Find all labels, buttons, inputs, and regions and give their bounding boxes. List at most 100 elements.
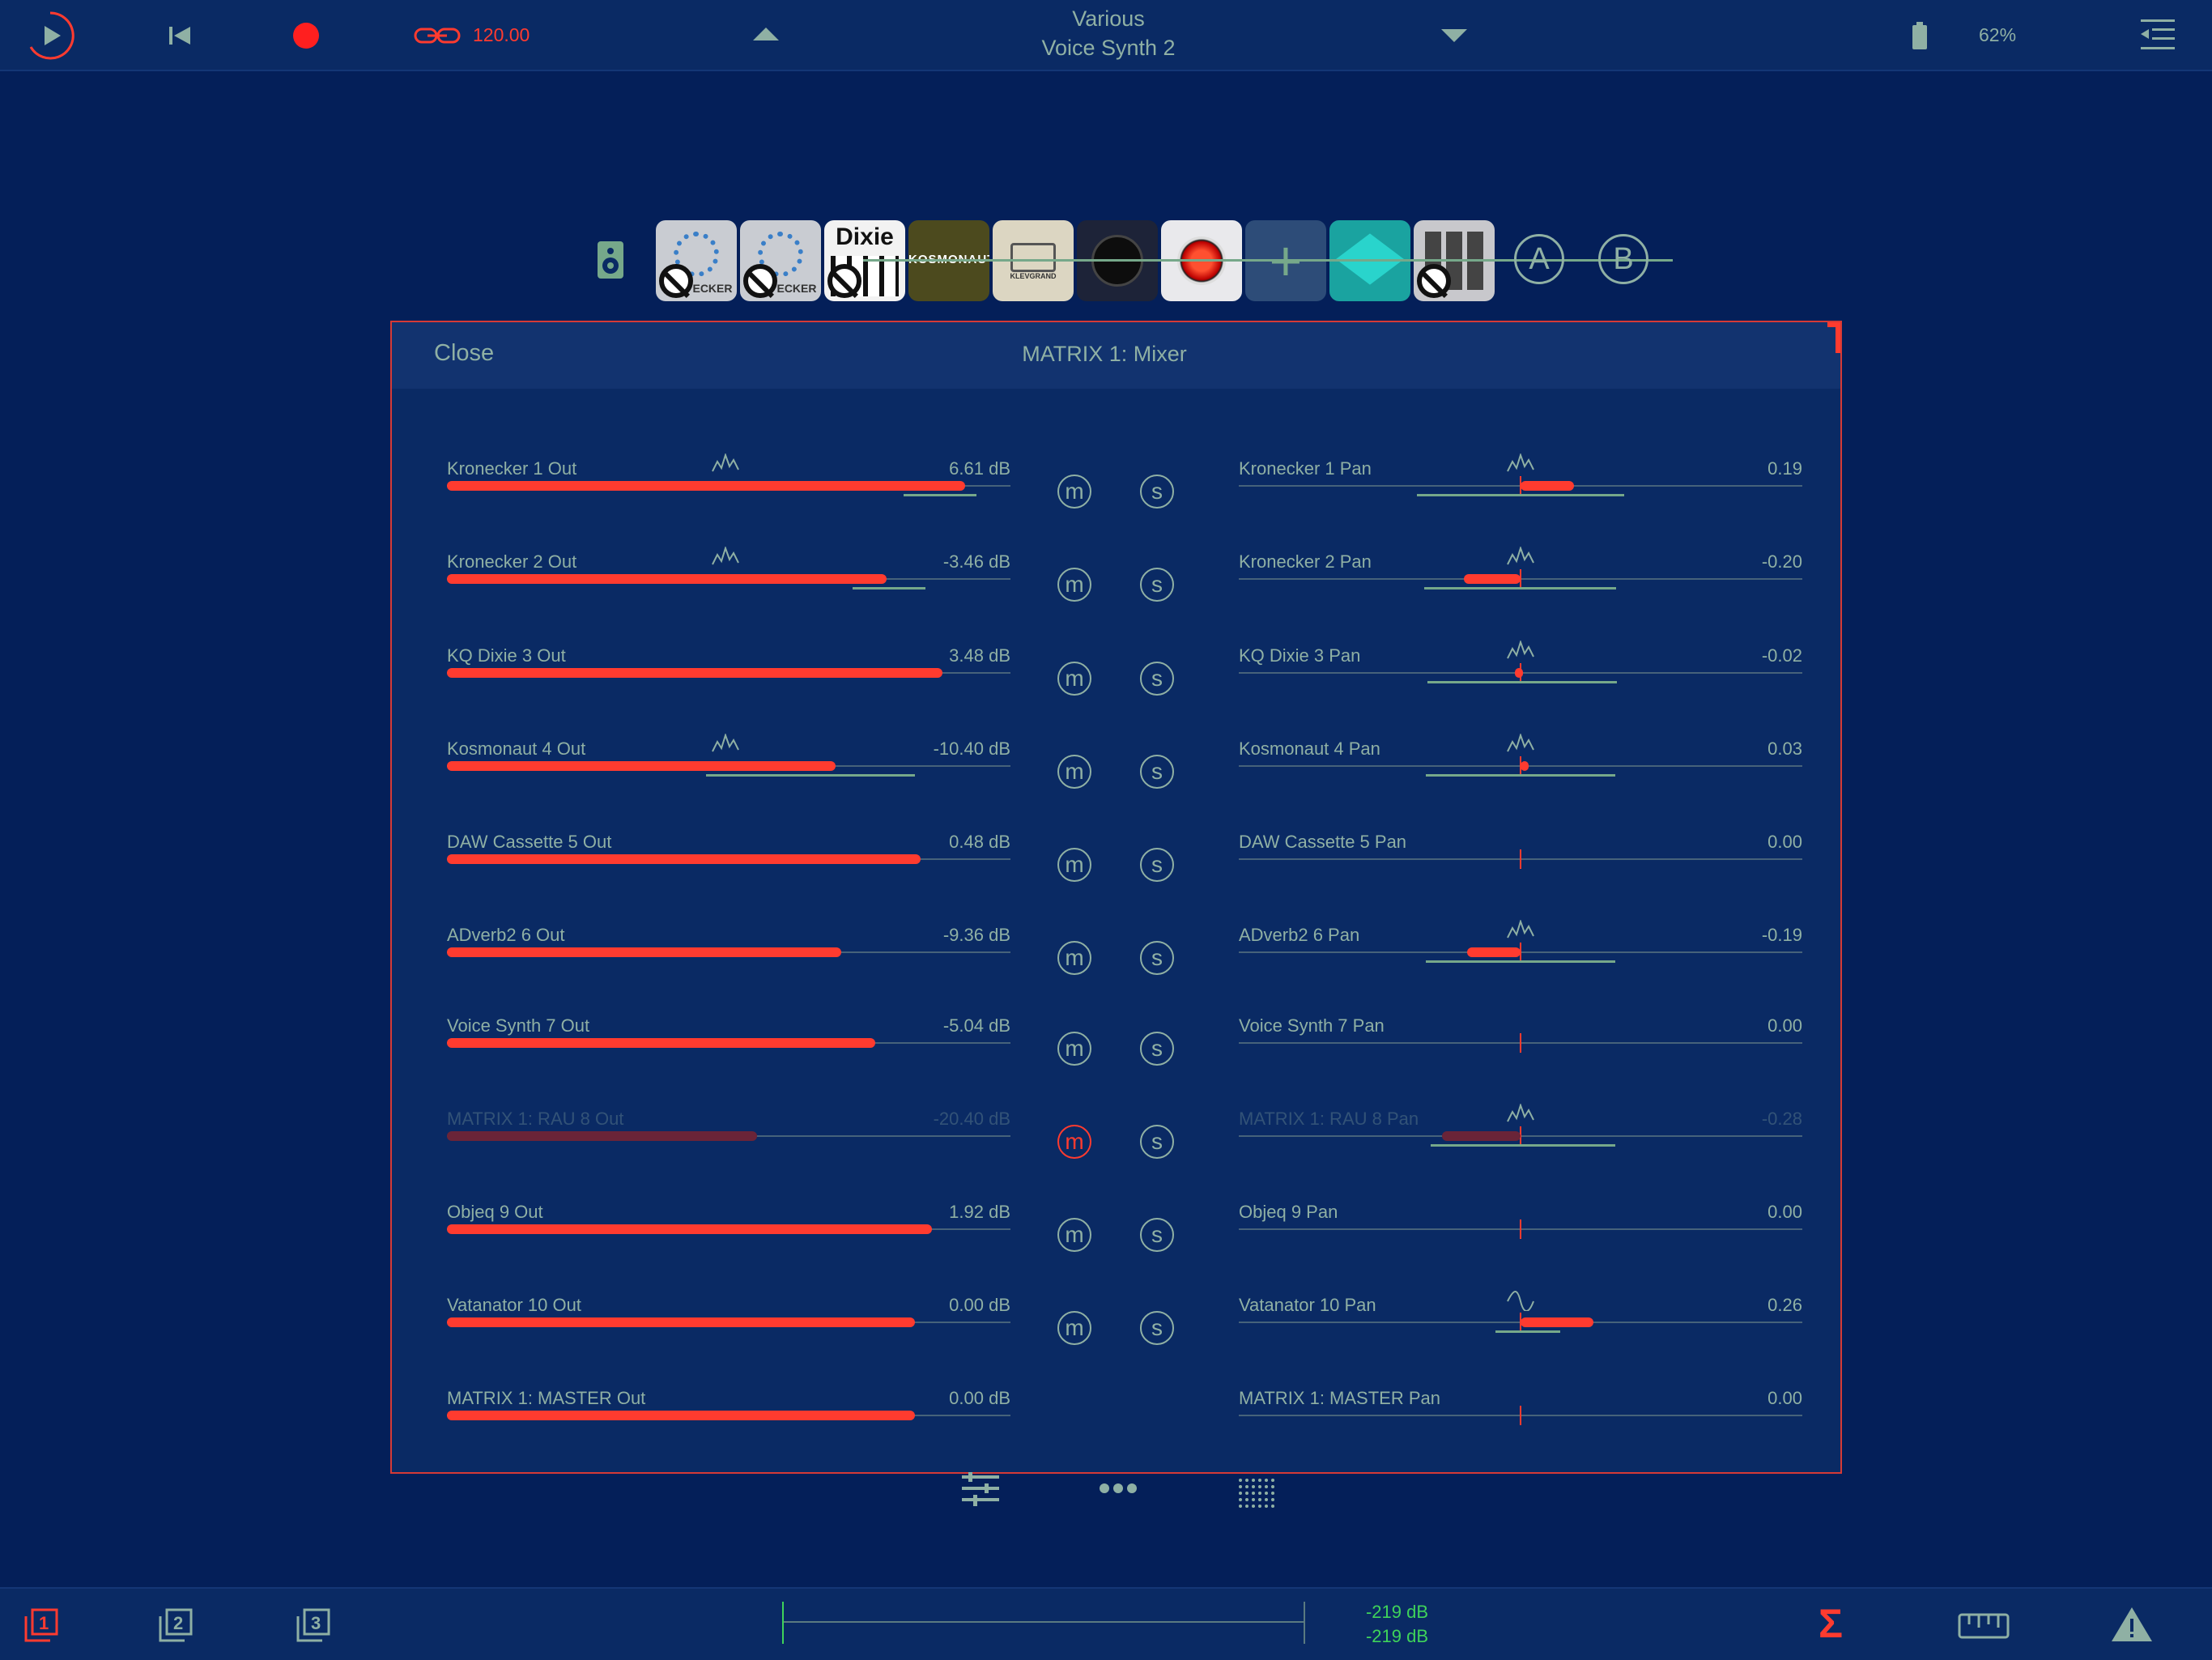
warning-button[interactable] [2110, 1605, 2154, 1644]
resize-corner-icon[interactable] [1827, 322, 1840, 353]
grid-view-button[interactable] [1237, 1477, 1276, 1513]
pan-slider[interactable] [1239, 1313, 1802, 1335]
audio-input-button[interactable] [596, 240, 628, 280]
mute-button[interactable]: m [1057, 848, 1091, 882]
scene-3-button[interactable]: 3 [293, 1605, 334, 1645]
warning-icon [2112, 1607, 2152, 1641]
solo-button[interactable]: s [1140, 1032, 1174, 1066]
scene-1-button[interactable]: 1 [21, 1605, 62, 1645]
pan-slider[interactable] [1239, 1406, 1802, 1428]
output-label: Kronecker 2 Out [447, 551, 577, 572]
pan-modulation-icon[interactable] [1506, 1290, 1535, 1311]
pan-slider[interactable] [1239, 1033, 1802, 1056]
modulation-range [1495, 1330, 1560, 1333]
output-level-slider[interactable] [447, 666, 1010, 686]
pan-label: MATRIX 1: RAU 8 Pan [1239, 1109, 1419, 1129]
ruler-button[interactable] [1958, 1611, 2010, 1641]
tempo-value[interactable]: 120.00 [473, 24, 530, 45]
pan-value: -0.19 [1761, 925, 1802, 945]
battery-icon [1912, 22, 1927, 49]
bottom-bar: 1 2 3 -219 dB -219 dB Σ [0, 1587, 2212, 1660]
pan-slider[interactable] [1239, 756, 1802, 779]
modulation-range [1426, 774, 1615, 777]
plugin-slot-kronecker[interactable]: ECKER [656, 220, 737, 301]
output-level-slider[interactable] [447, 1036, 1010, 1056]
pan-slider[interactable] [1239, 849, 1802, 872]
solo-button[interactable]: s [1140, 1125, 1174, 1159]
solo-button[interactable]: s [1140, 755, 1174, 789]
output-level-slider[interactable] [447, 946, 1010, 965]
play-button[interactable] [24, 10, 76, 62]
link-button[interactable] [411, 23, 463, 49]
previous-song-button[interactable] [750, 24, 782, 44]
scene-2-button[interactable]: 2 [155, 1605, 196, 1645]
panel-title: MATRIX 1: Mixer [1022, 342, 1187, 366]
mixer-view-button[interactable] [960, 1472, 1002, 1508]
solo-button[interactable]: s [1140, 848, 1174, 882]
grid-dot [1245, 1479, 1249, 1482]
wheel-icon [674, 232, 719, 277]
mute-button[interactable]: m [1057, 941, 1091, 975]
plugin-label: KLEVGRAND [1010, 272, 1057, 280]
mute-button[interactable]: m [1057, 568, 1091, 602]
song-name[interactable]: Voice Synth 2 [1041, 36, 1176, 60]
output-level-slider[interactable] [447, 572, 1010, 592]
rewind-button[interactable] [162, 19, 198, 52]
output-level-slider[interactable] [447, 1409, 1010, 1428]
output-level-slider[interactable] [447, 760, 1010, 779]
solo-button[interactable]: s [1140, 941, 1174, 975]
pan-modulation-icon[interactable] [1506, 1104, 1535, 1125]
pan-modulation-icon[interactable] [1506, 734, 1535, 755]
output-modulation-icon[interactable] [711, 453, 740, 475]
output-level-slider[interactable] [447, 479, 1010, 499]
mute-button[interactable]: m [1057, 1218, 1091, 1252]
pan-modulation-icon[interactable] [1506, 641, 1535, 662]
pan-modulation-icon[interactable] [1506, 547, 1535, 568]
pan-slider[interactable] [1239, 569, 1802, 592]
output-value: 6.61 dB [949, 458, 1010, 479]
mute-button[interactable]: m [1057, 755, 1091, 789]
mute-button[interactable]: m [1057, 1032, 1091, 1066]
mute-button[interactable]: m [1057, 1125, 1091, 1159]
pan-value: 0.00 [1767, 1015, 1802, 1036]
mixer-row-daw-cassette-5: DAW Cassette 5 Out 0.48 dB m s DAW Cassette … [392, 832, 1840, 913]
pan-slider[interactable] [1239, 943, 1802, 965]
pan-slider[interactable] [1239, 663, 1802, 686]
output-label: DAW Cassette 5 Out [447, 832, 612, 852]
pan-modulation-icon[interactable] [1506, 453, 1535, 475]
pan-slider[interactable] [1239, 1126, 1802, 1149]
scene-2-icon [159, 1608, 193, 1642]
bus-a-button[interactable]: A [1514, 234, 1564, 284]
sum-button[interactable]: Σ [1819, 1603, 1851, 1644]
pan-modulation-icon[interactable] [1506, 920, 1535, 941]
menu-button[interactable] [2138, 16, 2178, 53]
output-level-slider[interactable] [447, 853, 1010, 872]
pan-slider[interactable] [1239, 476, 1802, 499]
plugin-slot-kronecker[interactable]: ECKER [740, 220, 821, 301]
more-options-button[interactable] [1098, 1482, 1138, 1498]
solo-button[interactable]: s [1140, 1311, 1174, 1345]
record-button[interactable] [291, 21, 321, 50]
close-button[interactable]: Close [434, 340, 495, 366]
song-category[interactable]: Various [1072, 6, 1145, 31]
pan-slider[interactable] [1239, 1219, 1802, 1242]
mute-button[interactable]: m [1057, 1311, 1091, 1345]
solo-button[interactable]: s [1140, 662, 1174, 696]
grid-dot [1252, 1498, 1255, 1501]
output-value: 3.48 dB [949, 645, 1010, 666]
output-level-slider[interactable] [447, 1223, 1010, 1242]
output-level-slider[interactable] [447, 1316, 1010, 1335]
pan-label: Objeq 9 Pan [1239, 1202, 1338, 1222]
next-song-button[interactable] [1438, 26, 1470, 45]
solo-button[interactable]: s [1140, 568, 1174, 602]
output-modulation-icon[interactable] [711, 547, 740, 568]
output-level-slider[interactable] [447, 1130, 1010, 1149]
link-icon [414, 28, 461, 44]
output-modulation-icon[interactable] [711, 734, 740, 755]
solo-button[interactable]: s [1140, 1218, 1174, 1252]
solo-button[interactable]: s [1140, 475, 1174, 509]
bus-b-button[interactable]: B [1598, 234, 1648, 284]
mute-button[interactable]: m [1057, 662, 1091, 696]
meter-right-db: -219 dB [1365, 1626, 1428, 1646]
mute-button[interactable]: m [1057, 475, 1091, 509]
